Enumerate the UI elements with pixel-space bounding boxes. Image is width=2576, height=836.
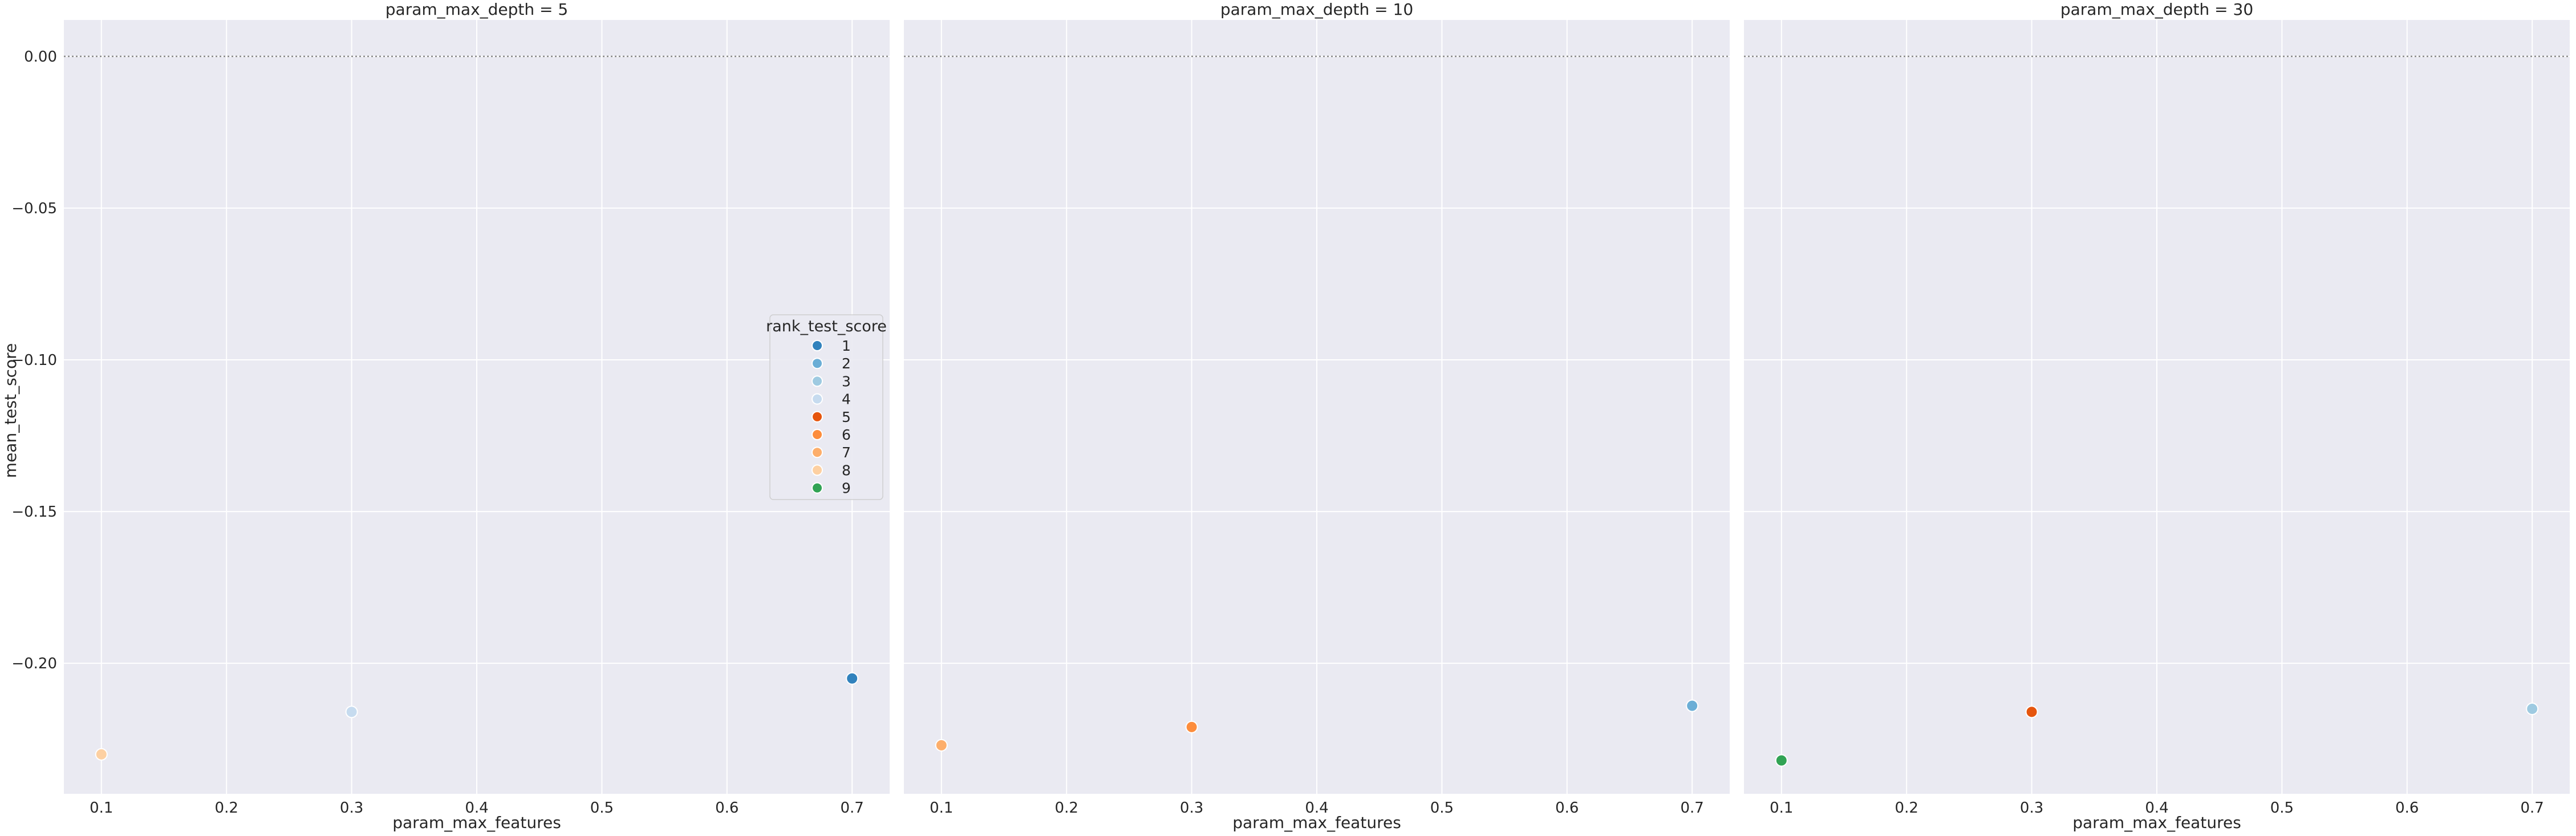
x-tick-label: 0.7 <box>2521 800 2544 817</box>
facet-panel-3: param_max_depth = 30 0.1 0.2 0.3 0.4 0.5 0.6 0.… <box>1744 0 2570 832</box>
legend-title: rank_test_score <box>766 318 887 335</box>
facet-panel-2: param_max_depth = 10 0.1 0.2 0.3 0.4 0.5 0.6 0.… <box>904 0 1730 832</box>
data-point-rank-5 <box>2025 705 2038 719</box>
legend-marker-6 <box>812 429 823 440</box>
y-tick-label: −0.10 <box>11 352 57 369</box>
legend-marker-4 <box>812 393 823 405</box>
legend-marker-7 <box>812 447 823 458</box>
legend-label-1: 1 <box>842 338 851 354</box>
x-tick-label: 0.7 <box>1681 800 1704 817</box>
x-tick-label: 0.3 <box>340 800 363 817</box>
facet-panels: param_max_depth = 5 0.1 0.2 0.3 0.4 0.5 0.6 0.7… <box>11 0 2570 832</box>
legend-label-5: 5 <box>842 409 851 425</box>
legend-marker-8 <box>812 464 823 476</box>
x-tick-label: 0.5 <box>2270 800 2294 817</box>
y-tick-label: −0.05 <box>11 200 57 217</box>
legend: rank_test_score 123 45 678 9 <box>766 314 887 500</box>
y-axis-label: mean_test_score <box>1 343 20 478</box>
y-tick-label: −0.15 <box>11 504 57 521</box>
data-point-rank-7 <box>935 738 948 752</box>
legend-label-8: 8 <box>842 462 851 478</box>
x-tick-label: 0.3 <box>2020 800 2043 817</box>
legend-marker-5 <box>812 411 823 423</box>
x-tick-label: 0.1 <box>1770 800 1793 817</box>
panel-title: param_max_depth = 30 <box>2060 0 2253 19</box>
x-tick-label: 0.2 <box>1055 800 1078 817</box>
legend-label-6: 6 <box>842 427 851 443</box>
x-axis-label: param_max_features <box>2072 813 2241 832</box>
data-point-rank-3 <box>2526 702 2539 715</box>
x-axis-label: param_max_features <box>392 813 561 832</box>
x-tick-label: 0.6 <box>715 800 739 817</box>
legend-label-9: 9 <box>842 480 851 497</box>
x-tick-label: 0.3 <box>1180 800 1203 817</box>
legend-marker-1 <box>812 340 823 351</box>
facet-panel-1: param_max_depth = 5 0.1 0.2 0.3 0.4 0.5 0.6 0.7… <box>11 0 890 832</box>
y-tick-label: 0.00 <box>24 48 57 66</box>
data-point-rank-2 <box>1686 699 1699 712</box>
x-tick-label: 0.2 <box>215 800 238 817</box>
x-tick-label: 0.1 <box>90 800 113 817</box>
data-point-rank-1 <box>846 672 859 685</box>
data-point-rank-9 <box>1775 754 1788 767</box>
legend-entries: 123 45 678 9 <box>812 338 851 497</box>
x-tick-label: 0.4 <box>2145 800 2168 817</box>
legend-marker-3 <box>812 375 823 387</box>
x-tick-label: 0.4 <box>465 800 488 817</box>
data-point-rank-4 <box>345 705 358 719</box>
legend-label-3: 3 <box>842 373 851 389</box>
panel-title: param_max_depth = 5 <box>386 0 568 19</box>
x-tick-label: 0.5 <box>590 800 614 817</box>
data-point-rank-6 <box>1185 720 1198 733</box>
x-tick-label: 0.5 <box>1430 800 1454 817</box>
legend-label-7: 7 <box>842 444 851 461</box>
legend-label-4: 4 <box>842 391 851 408</box>
x-tick-label: 0.6 <box>2395 800 2419 817</box>
legend-frame <box>769 314 883 500</box>
x-axis-label: param_max_features <box>1232 813 1401 832</box>
legend-label-2: 2 <box>842 355 851 372</box>
panel-title: param_max_depth = 10 <box>1220 0 1413 19</box>
x-tick-label: 0.2 <box>1895 800 1918 817</box>
data-point-rank-8 <box>95 748 108 761</box>
x-tick-label: 0.4 <box>1305 800 1328 817</box>
x-tick-label: 0.7 <box>841 800 864 817</box>
y-tick-label: −0.20 <box>11 655 57 672</box>
legend-marker-2 <box>812 358 823 370</box>
x-tick-label: 0.1 <box>930 800 953 817</box>
x-tick-label: 0.6 <box>1555 800 1579 817</box>
legend-marker-9 <box>812 482 823 494</box>
